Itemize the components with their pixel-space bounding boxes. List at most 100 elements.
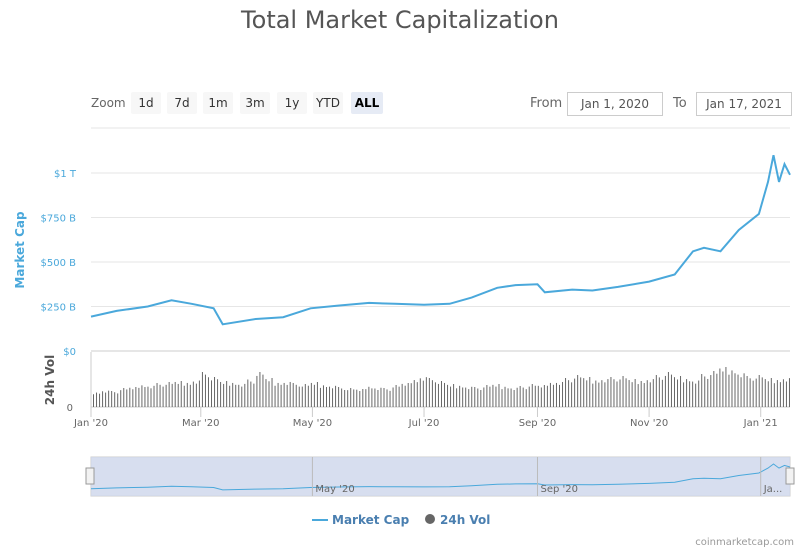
volume-bar — [422, 380, 424, 407]
volume-bar — [661, 379, 663, 407]
navigator-right-handle[interactable] — [785, 467, 795, 485]
volume-bar — [344, 390, 346, 407]
legend-volume-icon — [425, 514, 435, 524]
volume-bar — [362, 389, 364, 407]
volume-bar — [268, 381, 270, 407]
volume-bar — [322, 385, 324, 407]
volume-bar — [211, 380, 213, 407]
to-date-input[interactable]: Jan 17, 2021 — [696, 92, 792, 116]
legend-volume[interactable]: 24h Vol — [440, 513, 490, 527]
volume-bar — [280, 384, 282, 407]
y-tick-label: $1 T — [54, 169, 77, 180]
volume-bar — [677, 379, 679, 407]
volume-bar — [450, 386, 452, 407]
zoom-7d-button[interactable]: 7d — [167, 92, 197, 114]
volume-bar — [332, 388, 334, 407]
volume-bar — [301, 386, 303, 407]
zoom-all-button[interactable]: ALL — [351, 92, 383, 114]
y-tick-label: $750 B — [41, 214, 77, 225]
volume-bar — [737, 374, 739, 407]
volume-bar — [704, 376, 706, 407]
volume-bar — [238, 384, 240, 407]
volume-bar — [655, 375, 657, 407]
x-tick-label: Sep '20 — [519, 418, 557, 429]
navigator-left-handle[interactable] — [85, 467, 95, 485]
volume-bar — [519, 386, 521, 407]
zoom-1y-button[interactable]: 1y — [277, 92, 307, 114]
volume-bar — [734, 373, 736, 407]
volume-bar — [368, 386, 370, 407]
zoom-1d-button[interactable]: 1d — [131, 92, 161, 114]
volume-bar — [670, 374, 672, 407]
volume-bar — [386, 389, 388, 407]
volume-bar — [165, 384, 167, 407]
volume-bar — [604, 382, 606, 407]
x-tick-label: Jan '21 — [743, 418, 778, 429]
volume-bar — [129, 387, 131, 407]
volume-bar — [486, 385, 488, 407]
volume-bar — [680, 376, 682, 407]
volume-bar — [764, 379, 766, 407]
volume-bar — [782, 379, 784, 407]
zoom-3m-button[interactable]: 3m — [240, 92, 270, 114]
x-tick-label: May '20 — [293, 418, 332, 429]
volume-bar — [613, 379, 615, 407]
zoom-1m-button[interactable]: 1m — [203, 92, 233, 114]
volume-bar — [788, 378, 790, 407]
volume-bar — [198, 380, 200, 407]
volume-bar — [664, 375, 666, 407]
volume-bar — [310, 382, 312, 407]
volume-bar — [646, 380, 648, 407]
volume-bar — [598, 382, 600, 407]
volume-bar — [428, 378, 430, 407]
volume-bar — [195, 383, 197, 407]
volume-bar — [501, 389, 503, 407]
volume-bar — [652, 379, 654, 407]
volume-bar — [247, 379, 249, 407]
volume-axis-label: 24h Vol — [43, 355, 57, 405]
volume-bar — [262, 374, 264, 407]
volume-bar — [549, 382, 551, 407]
volume-bar — [144, 387, 146, 407]
volume-bar — [250, 381, 252, 407]
volume-bar — [577, 375, 579, 407]
volume-bar — [389, 390, 391, 407]
volume-bar — [226, 381, 228, 407]
zoom-ytd-button[interactable]: YTD — [313, 92, 343, 114]
volume-bar — [162, 386, 164, 407]
volume-bar — [401, 383, 403, 407]
volume-bar — [108, 390, 110, 407]
volume-bar — [114, 392, 116, 407]
volume-bar — [292, 383, 294, 407]
volume-bar — [716, 373, 718, 407]
volume-bar — [377, 390, 379, 407]
y-tick-label: $500 B — [41, 258, 77, 269]
volume-bar — [186, 382, 188, 407]
volume-bar — [105, 392, 107, 407]
volume-bar — [135, 387, 137, 407]
y-tick-label: $0 — [63, 347, 76, 358]
volume-bar — [489, 386, 491, 407]
volume-bar — [773, 383, 775, 407]
volume-bar — [537, 385, 539, 407]
volume-bar — [359, 391, 361, 407]
volume-bar — [474, 387, 476, 407]
volume-bar — [492, 384, 494, 407]
volume-bar — [649, 382, 651, 407]
volume-bar — [631, 382, 633, 407]
volume-bar — [571, 382, 573, 407]
volume-bar — [522, 387, 524, 407]
watermark: coinmarketcap.com — [695, 537, 794, 548]
volume-bar — [207, 377, 209, 407]
from-date-input[interactable]: Jan 1, 2020 — [567, 92, 663, 116]
volume-bar — [392, 387, 394, 407]
legend-market-cap[interactable]: Market Cap — [332, 513, 410, 527]
chart-title: Total Market Capitalization — [241, 6, 559, 34]
x-tick-label: Jan '20 — [73, 418, 108, 429]
volume-bar — [235, 384, 237, 407]
volume-bar — [159, 384, 161, 407]
navigator-selection[interactable] — [91, 457, 790, 496]
volume-bar — [313, 384, 315, 407]
from-label: From — [530, 96, 563, 111]
volume-bar — [510, 388, 512, 407]
